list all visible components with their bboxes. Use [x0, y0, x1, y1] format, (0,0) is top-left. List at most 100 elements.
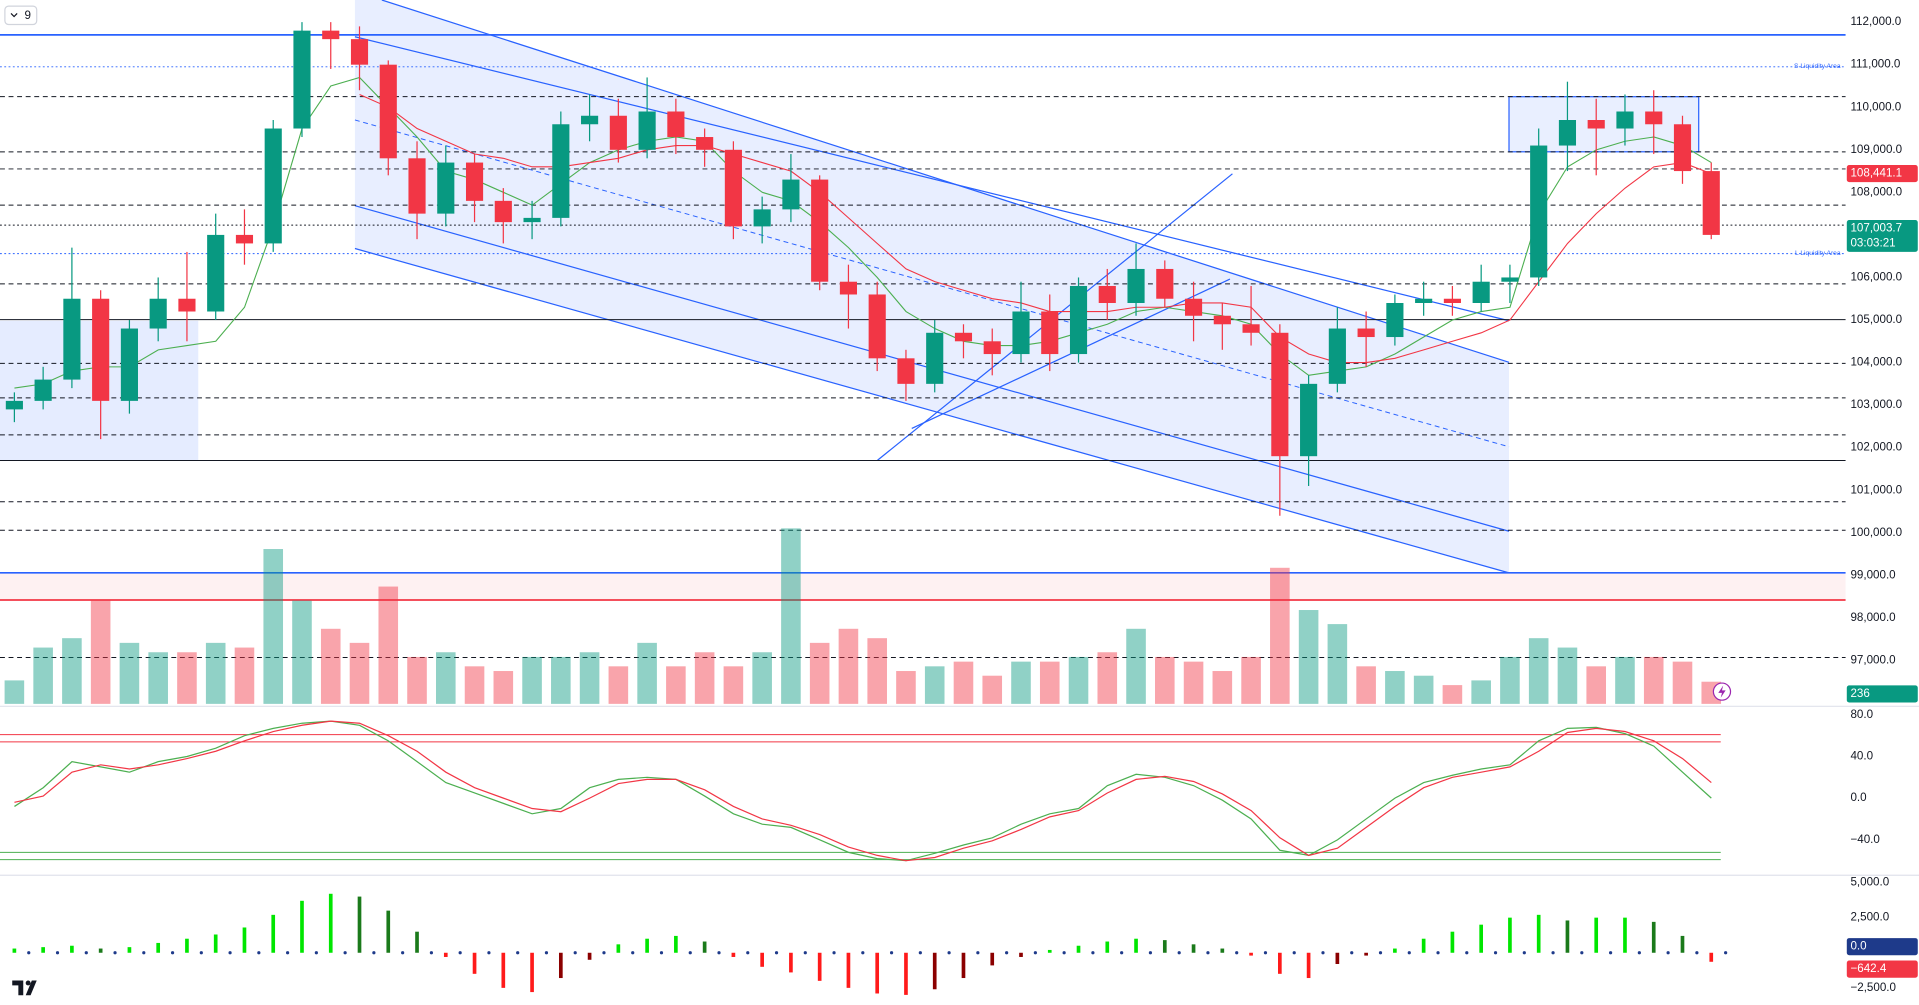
histogram-bar: [1019, 952, 1023, 957]
volume-bar: [1385, 671, 1405, 704]
histogram-bar: [1249, 952, 1253, 956]
histogram-bar: [1421, 938, 1426, 953]
volume-bar: [1011, 661, 1031, 704]
histogram-bar: [760, 952, 764, 967]
zero-dot: [429, 951, 433, 955]
zero-dot: [1263, 951, 1268, 955]
zero-dot: [228, 951, 232, 955]
channel-line: [354, 36, 1510, 322]
candle-body: [293, 30, 311, 129]
oscillator-line: [14, 720, 1712, 862]
moving-average: [359, 93, 1712, 364]
candle-body: [581, 115, 599, 125]
y-tick-label: −2,500.0: [1850, 981, 1896, 994]
indicator-count: 9: [24, 9, 30, 22]
volume-bar: [1442, 685, 1463, 704]
candle-body: [437, 162, 455, 214]
y-tick-label: 104,000.0: [1850, 356, 1902, 369]
candle-body: [696, 137, 714, 150]
histogram-bar: [1306, 952, 1311, 979]
histogram-bar: [213, 934, 218, 953]
histogram-bar: [846, 952, 851, 988]
histogram-bar: [558, 952, 563, 979]
candle-body: [207, 234, 225, 312]
volume-bar: [1212, 671, 1233, 704]
histogram-bar: [242, 927, 247, 953]
zero-dot: [1292, 951, 1296, 955]
volume-bar: [579, 652, 600, 704]
histogram-bar: [875, 952, 880, 994]
zero-dot: [1493, 951, 1498, 955]
histogram-bar: [300, 900, 304, 953]
volume-bar: [1615, 656, 1635, 704]
candle-body: [1415, 298, 1433, 303]
histogram-bar: [1594, 917, 1599, 953]
candle-body: [1443, 298, 1461, 303]
volume-bar: [378, 586, 399, 704]
y-tick-label: 40.0: [1850, 750, 1873, 763]
volume-bar: [694, 652, 715, 704]
zero-dot: [746, 951, 750, 955]
volume-label-box: [1846, 685, 1918, 703]
volume-bar: [263, 549, 284, 704]
zero-dot: [199, 951, 203, 955]
y-tick-label: 5,000.0: [1850, 876, 1889, 889]
channel-line: [381, 0, 1510, 363]
histogram-bar: [12, 948, 17, 953]
zero-dot: [1005, 951, 1009, 955]
zero-dot: [1436, 951, 1440, 955]
plot-layer: S Liquidity Area L Liquidity Area 112,000.…: [0, 15, 1918, 995]
volume-bar: [982, 675, 1003, 704]
histogram-bar: [817, 952, 822, 981]
candle-body: [408, 158, 426, 214]
candle-body: [494, 200, 512, 223]
histogram-bar: [127, 947, 132, 953]
candle-body: [811, 179, 829, 282]
histogram-bar: [443, 952, 448, 957]
zero-dot: [1637, 951, 1641, 955]
y-tick-label: 112,000.0: [1850, 15, 1901, 28]
histogram-bar: [1105, 941, 1110, 953]
zero-dot: [516, 951, 520, 955]
histogram-bar: [932, 952, 937, 990]
logo: [12, 980, 37, 996]
volume-bar: [781, 528, 801, 704]
y-tick-label: 97,000.0: [1850, 654, 1895, 667]
histogram-bar: [1076, 945, 1081, 953]
histogram-bar: [645, 938, 649, 953]
zero-dot: [113, 951, 117, 955]
candle-body: [149, 298, 167, 329]
volume-bar: [349, 642, 370, 704]
candle-body: [638, 111, 656, 150]
histogram-bar: [616, 944, 621, 953]
histogram-bar: [1450, 931, 1455, 953]
histogram-bar: [789, 952, 793, 973]
last-price-label-box: [1846, 220, 1918, 252]
candle-body: [1530, 145, 1548, 278]
histogram-bar: [1191, 944, 1196, 953]
channel-midline: [354, 119, 1510, 448]
zero-dot: [688, 951, 692, 955]
volume-bar: [1413, 675, 1434, 704]
candle-body: [379, 64, 397, 159]
collapse-button[interactable]: [4, 5, 38, 26]
candle-body: [120, 328, 138, 401]
candle-body: [1300, 383, 1318, 457]
y-tick-label: 102,000.0: [1850, 441, 1902, 454]
candle-body: [609, 115, 627, 150]
histogram-bar: [185, 938, 189, 953]
alert-icon[interactable]: [1712, 682, 1732, 701]
candle-body: [465, 162, 484, 201]
y-tick-label: 109,000.0: [1850, 143, 1902, 156]
y-tick-label: 111,000.0: [1850, 58, 1900, 71]
volume-bar: [33, 647, 53, 704]
zero-dot: [918, 951, 922, 955]
candle-body: [63, 298, 81, 380]
candle-body: [983, 341, 1001, 355]
volume-bar: [62, 638, 82, 704]
volume-bar: [90, 600, 111, 704]
oscillator-line: [14, 720, 1712, 862]
histogram-bar: [156, 942, 161, 953]
volume-bar: [1298, 610, 1319, 704]
histogram-bar: [1709, 952, 1714, 962]
